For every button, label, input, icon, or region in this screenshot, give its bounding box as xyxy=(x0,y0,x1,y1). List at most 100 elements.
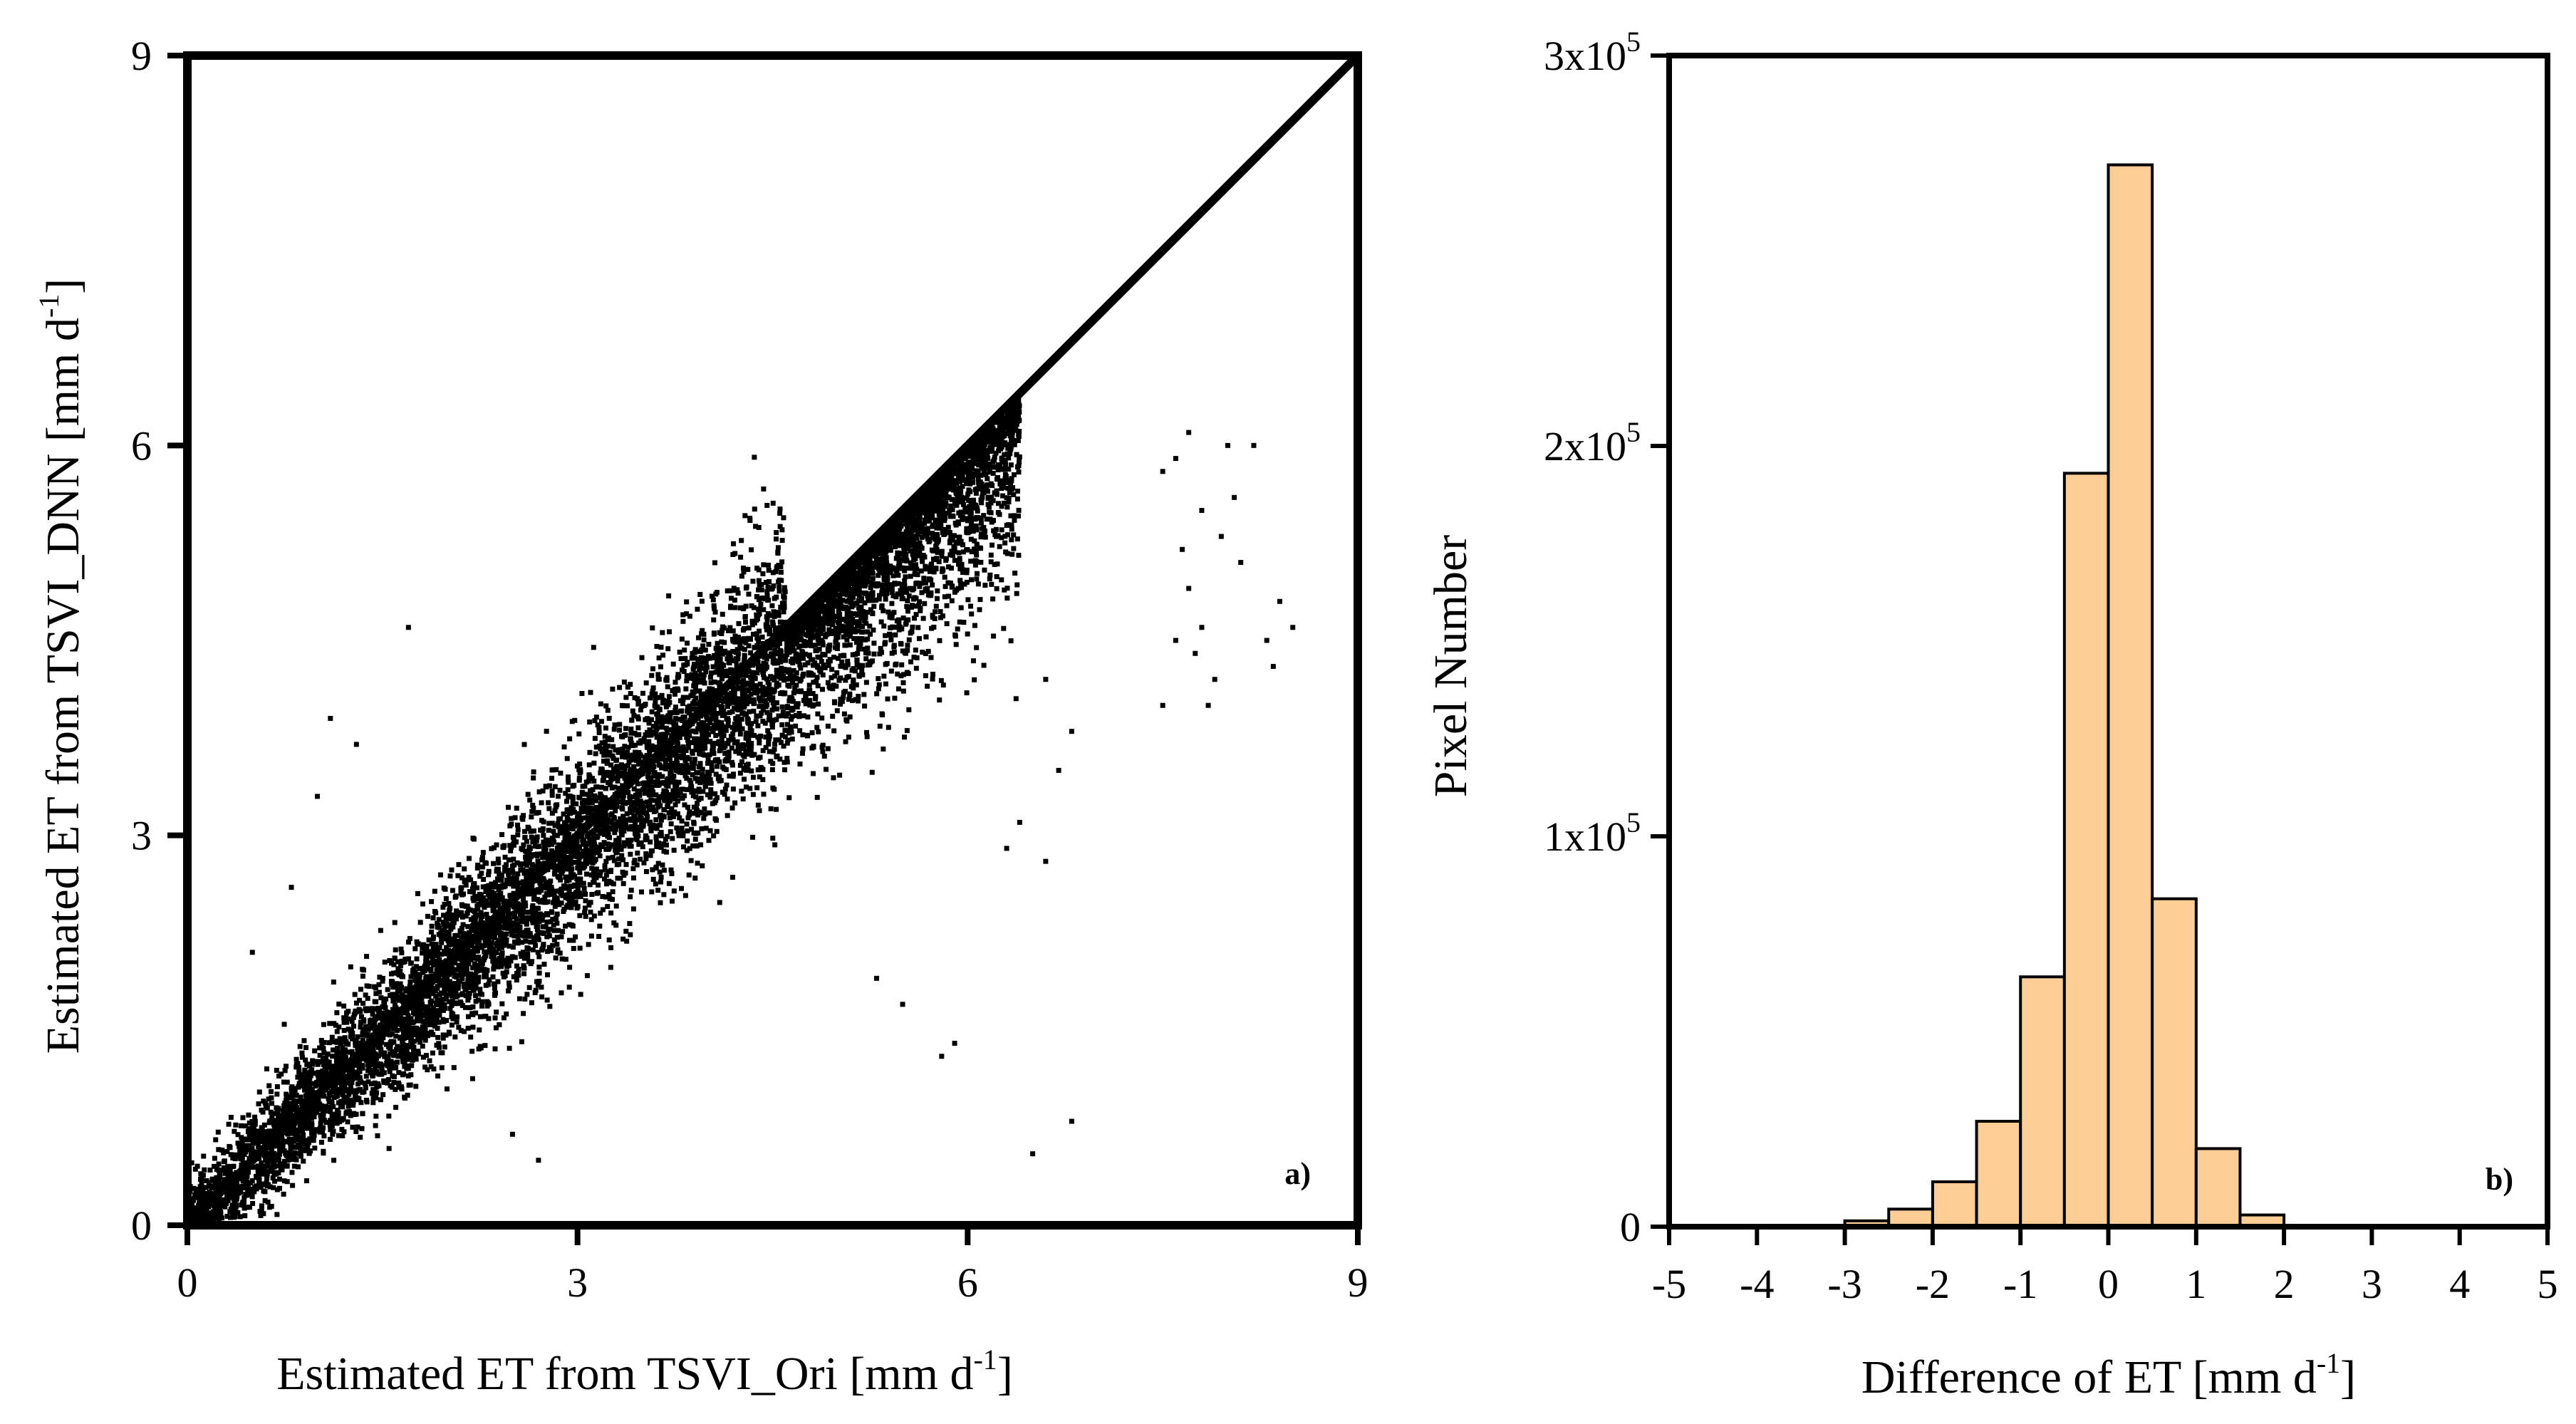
scatter-point xyxy=(554,911,560,917)
scatter-point xyxy=(380,1092,386,1098)
scatter-point xyxy=(224,1200,229,1206)
scatter-point xyxy=(724,813,730,818)
scatter-point xyxy=(1015,513,1021,519)
scatter-point xyxy=(407,984,412,989)
scatter-point xyxy=(746,742,752,747)
scatter-point xyxy=(327,1074,333,1079)
scatter-point xyxy=(459,925,464,931)
scatter-point xyxy=(589,776,595,781)
scatter-point xyxy=(427,952,433,958)
scatter-point xyxy=(617,722,623,727)
scatter-point xyxy=(777,737,782,743)
scatter-point xyxy=(628,851,633,857)
scatter-point xyxy=(776,713,781,719)
scatter-point xyxy=(977,515,982,521)
scatter-point xyxy=(1007,489,1012,495)
scatter-point xyxy=(695,659,701,665)
scatter-point xyxy=(940,507,946,513)
scatter-point xyxy=(266,1096,271,1102)
scatter-point xyxy=(966,487,972,493)
scatter-point xyxy=(690,766,696,771)
scatter-point xyxy=(265,1150,271,1156)
scatter-point xyxy=(700,863,705,868)
scatter-point xyxy=(338,1041,344,1046)
scatter-point xyxy=(706,642,712,648)
scatter-point xyxy=(588,690,593,695)
scatter-point xyxy=(695,830,701,836)
scatter-point xyxy=(528,867,534,873)
scatter-point xyxy=(704,780,710,786)
scatter-point xyxy=(345,1119,350,1125)
scatter-point xyxy=(525,951,531,957)
scatter-point xyxy=(427,1058,432,1064)
scatter-point xyxy=(449,1002,455,1008)
scatter-point xyxy=(597,923,603,929)
scatter-point xyxy=(854,623,860,629)
scatter-point xyxy=(952,478,958,484)
scatter-point xyxy=(536,843,542,849)
scatter-point xyxy=(217,1217,222,1223)
scatter-point xyxy=(482,949,487,955)
scatter-point xyxy=(610,855,616,861)
scatter-point xyxy=(630,875,636,880)
scatter-point xyxy=(967,525,973,531)
scatter-point xyxy=(591,645,596,650)
scatter-point xyxy=(735,685,741,691)
scatter-point xyxy=(262,1197,268,1203)
scatter-point xyxy=(528,939,534,945)
scatter-point xyxy=(762,720,768,726)
scatter-point xyxy=(707,686,712,692)
scatter-point xyxy=(724,588,730,593)
scatter-point xyxy=(719,736,724,742)
scatter-point xyxy=(682,793,687,799)
scatter-point xyxy=(899,662,905,667)
scatter-point xyxy=(866,650,871,656)
scatter-point xyxy=(742,754,747,759)
scatter-point xyxy=(396,994,402,1000)
scatter-point xyxy=(398,946,404,952)
scatter-point xyxy=(540,924,546,930)
scatter-point xyxy=(285,1158,291,1163)
scatter-point xyxy=(770,570,776,576)
scatter-point xyxy=(699,598,705,604)
scatter-point xyxy=(781,600,787,606)
scatter-point xyxy=(1016,507,1022,513)
scatter-point xyxy=(267,1184,273,1190)
scatter-point xyxy=(763,734,769,740)
scatter-point xyxy=(570,826,576,832)
scatter-point xyxy=(295,1074,301,1080)
scatter-point xyxy=(591,760,597,766)
scatter-point xyxy=(758,596,764,601)
scatter-point xyxy=(194,1163,200,1169)
scatter-point xyxy=(905,643,910,648)
scatter-point xyxy=(965,474,971,480)
scatter-point xyxy=(807,697,813,703)
scatter-point xyxy=(463,987,469,992)
scatter-point xyxy=(754,713,759,719)
scatter-point xyxy=(350,1099,356,1105)
scatter-point xyxy=(727,588,733,593)
scatter-point xyxy=(705,757,711,763)
scatter-point xyxy=(240,1115,246,1121)
scatter-point xyxy=(534,979,539,984)
scatter-point xyxy=(264,1180,269,1186)
scatter-point xyxy=(708,780,714,786)
scatter-point xyxy=(464,969,469,975)
scatter-point xyxy=(589,866,595,871)
scatter-point xyxy=(680,833,686,838)
scatter-point xyxy=(913,562,919,568)
scatter-point xyxy=(958,605,964,610)
scatter-point xyxy=(203,1185,209,1190)
scatter-point xyxy=(888,582,894,588)
scatter-point xyxy=(628,740,634,746)
scatter-point xyxy=(720,789,725,795)
scatter-point xyxy=(705,710,711,715)
scatter-point xyxy=(393,1086,398,1092)
scatter-point xyxy=(522,996,528,1002)
scatter-point xyxy=(606,937,612,942)
scatter-point xyxy=(888,570,893,576)
scatter-point xyxy=(451,984,457,990)
scatter-point xyxy=(603,786,608,791)
scatter-point xyxy=(567,736,573,742)
scatter-point xyxy=(643,856,649,861)
